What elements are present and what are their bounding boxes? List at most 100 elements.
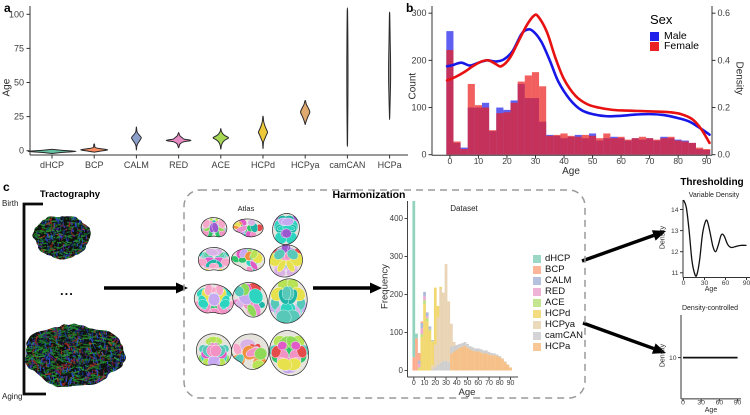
- stack-bar-camcan: [444, 361, 448, 371]
- fiber: [95, 350, 99, 356]
- stack-bar-red: [423, 296, 426, 301]
- x-tick-label: 30: [531, 156, 541, 166]
- stack-bar-camcan: [501, 358, 504, 360]
- fiber: [89, 355, 95, 360]
- fiber: [88, 352, 94, 355]
- y-tick-label: 14: [671, 207, 679, 214]
- fiber: [88, 376, 96, 380]
- stack-bar-hcpa: [463, 345, 467, 371]
- fiber: [48, 220, 52, 226]
- stack-bar-red: [420, 328, 424, 335]
- fiber: [42, 362, 47, 368]
- fiber: [88, 380, 92, 386]
- fiber: [25, 356, 30, 359]
- fiber: [61, 363, 68, 366]
- violin-red: [165, 132, 192, 149]
- fiber: [110, 370, 117, 375]
- fiber: [96, 359, 98, 364]
- legend-swatch-red: [533, 287, 541, 296]
- fiber: [62, 389, 68, 392]
- fiber: [82, 377, 88, 380]
- fiber: [103, 355, 110, 360]
- legend-label-hcpa: HCPa: [545, 341, 571, 352]
- fiber: [76, 225, 79, 228]
- fiber: [48, 255, 51, 260]
- fiber: [49, 377, 52, 383]
- fiber: [80, 332, 84, 336]
- stack-bar-hcpa: [495, 356, 499, 371]
- fiber: [47, 360, 55, 364]
- fiber: [47, 356, 51, 361]
- bar-female: [703, 149, 711, 155]
- atlas-region: [209, 344, 222, 357]
- slice-regions: [201, 217, 227, 237]
- fiber: [46, 341, 53, 345]
- fiber: [48, 357, 51, 364]
- slice-regions: [269, 335, 309, 375]
- atlas-region: [276, 358, 293, 371]
- stack-bar-bcp: [417, 353, 421, 361]
- fiber: [92, 335, 97, 338]
- atlas-region: [205, 248, 219, 257]
- fiber: [79, 337, 87, 340]
- fiber: [59, 259, 65, 260]
- x-tick-label: 60: [716, 400, 724, 407]
- fiber: [38, 340, 46, 344]
- fiber: [34, 376, 36, 380]
- atlas-region: [277, 341, 288, 351]
- fiber: [73, 384, 80, 388]
- atlas-region: [281, 286, 292, 300]
- dataset-histogram-chart: 0 100 200 300 400 0 10 20 30 40 50 60 70 80 90: [390, 201, 518, 387]
- fiber: [36, 369, 40, 376]
- violin-ace: [212, 128, 229, 150]
- fiber: [100, 330, 104, 337]
- atlas-slice-axial: [268, 278, 308, 324]
- fiber: [97, 375, 101, 383]
- fiber: [93, 377, 96, 386]
- fiber: [84, 228, 89, 233]
- fiber: [57, 348, 62, 352]
- fiber: [61, 238, 64, 241]
- atlas-region: [286, 249, 299, 260]
- fiber: [57, 218, 60, 223]
- fiber: [76, 343, 80, 346]
- fiber: [46, 366, 50, 368]
- fiber: [67, 237, 70, 242]
- slice-regions: [198, 248, 230, 271]
- fiber: [56, 377, 59, 383]
- fiber: [52, 373, 59, 377]
- fiber: [51, 330, 59, 333]
- arrow-to-density-controlled: [582, 321, 655, 351]
- fiber: [108, 363, 112, 367]
- fiber: [64, 333, 68, 338]
- stack-bar-camcan: [431, 368, 434, 371]
- legend-label-male: Male: [664, 30, 687, 42]
- bar-female: [581, 134, 589, 155]
- fiber: [77, 254, 79, 257]
- legend-swatch-hcpa: [533, 342, 541, 351]
- dataset-histogram-title: Dataset: [450, 204, 478, 213]
- fiber: [111, 360, 114, 367]
- fiber: [79, 331, 82, 338]
- fiber: [75, 349, 79, 355]
- stack-bar-hcpa: [450, 353, 453, 371]
- variable-density-title: Variable Density: [688, 192, 740, 199]
- fiber: [35, 363, 39, 371]
- y-tick-label: 0: [421, 150, 426, 160]
- fiber: [32, 240, 37, 244]
- atlas-slice-axial: [272, 213, 300, 245]
- fiber: [32, 346, 36, 353]
- dataset-legend: dHCP BCP CALM RED ACE HCPd HCPya camCAN HCPa: [533, 253, 583, 352]
- fiber: [99, 336, 107, 341]
- stack-bar-camcan: [479, 349, 483, 353]
- panel-b-label: b: [406, 1, 414, 15]
- atlas-region: [208, 293, 220, 307]
- fiber: [53, 335, 58, 340]
- legend-swatch-bcp: [533, 265, 541, 274]
- stack-bar-ace: [428, 329, 432, 331]
- stack-bar-hcpa: [493, 355, 496, 371]
- stack-bar-camcan: [458, 343, 461, 348]
- fiber: [85, 386, 89, 388]
- fiber: [32, 339, 36, 342]
